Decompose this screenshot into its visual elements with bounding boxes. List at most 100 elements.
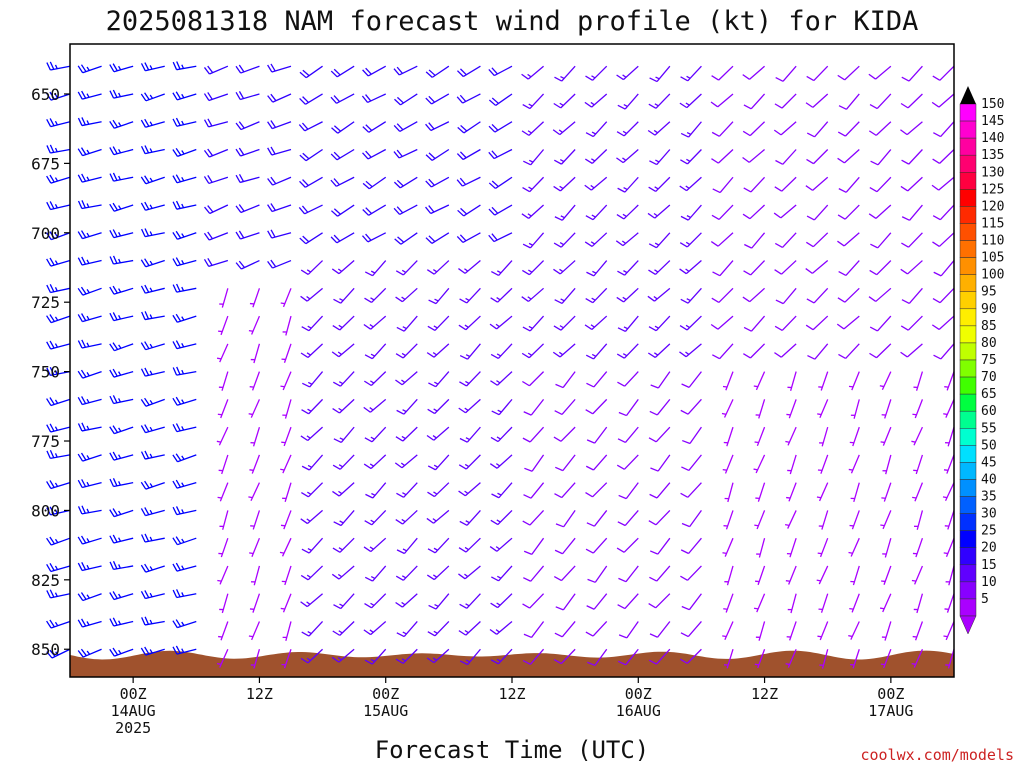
wind-barb bbox=[364, 648, 387, 665]
wind-barb bbox=[742, 65, 765, 80]
wind-barb bbox=[913, 454, 924, 475]
wind-barb bbox=[681, 510, 702, 528]
wind-barb bbox=[617, 509, 639, 527]
wind-barb bbox=[267, 120, 292, 130]
wind-barb bbox=[299, 232, 323, 245]
wind-barb bbox=[109, 63, 134, 73]
wind-barb bbox=[522, 315, 545, 332]
wind-barb bbox=[46, 257, 71, 267]
wind-barb bbox=[786, 537, 797, 558]
wind-barb bbox=[818, 371, 829, 391]
wind-barb bbox=[553, 648, 576, 665]
wind-barb bbox=[456, 65, 481, 78]
wind-barb bbox=[393, 121, 418, 133]
x-tick-label: 00Z bbox=[625, 685, 652, 703]
colorbar-label: 60 bbox=[981, 404, 997, 419]
wind-barb bbox=[943, 454, 955, 474]
wind-barb bbox=[426, 260, 450, 275]
wind-barb bbox=[172, 479, 197, 489]
colorbar-swatch bbox=[959, 189, 977, 207]
wind-barb bbox=[805, 315, 829, 331]
wind-barb bbox=[553, 232, 576, 248]
wind-barb bbox=[806, 204, 829, 221]
wind-barb bbox=[140, 590, 165, 600]
wind-barb bbox=[77, 505, 102, 515]
wind-barb bbox=[109, 478, 134, 488]
wind-barb bbox=[617, 315, 639, 332]
wind-barb bbox=[489, 454, 513, 469]
wind-barb bbox=[109, 285, 134, 295]
wind-barb bbox=[300, 426, 324, 442]
wind-barb bbox=[649, 398, 671, 416]
wind-barb bbox=[943, 399, 955, 418]
wind-barb bbox=[46, 397, 71, 407]
wind-barb bbox=[77, 648, 102, 658]
wind-barb bbox=[721, 399, 734, 418]
wind-barb bbox=[650, 454, 671, 472]
wind-barb bbox=[879, 371, 892, 391]
wind-barb bbox=[933, 121, 955, 138]
wind-barb bbox=[77, 286, 102, 296]
wind-barb bbox=[881, 482, 892, 502]
wind-barb bbox=[46, 61, 71, 71]
wind-barb bbox=[850, 482, 860, 503]
wind-barb bbox=[427, 482, 450, 498]
wind-barb bbox=[109, 119, 134, 129]
wind-barb bbox=[395, 260, 418, 276]
wind-barb bbox=[361, 93, 386, 104]
wind-barb bbox=[282, 315, 292, 336]
wind-barb bbox=[521, 204, 545, 219]
wind-barb bbox=[775, 149, 797, 165]
colorbar-swatch bbox=[959, 376, 977, 395]
wind-barb bbox=[300, 593, 323, 608]
wind-barb bbox=[425, 65, 450, 78]
wind-barb bbox=[521, 287, 544, 302]
wind-barb bbox=[680, 482, 702, 498]
wind-barb bbox=[585, 482, 608, 498]
wind-barb bbox=[46, 231, 71, 241]
wind-barb bbox=[488, 148, 513, 160]
wind-barb bbox=[774, 176, 797, 192]
wind-barb bbox=[300, 648, 324, 664]
wind-barb bbox=[172, 313, 197, 323]
wind-barb bbox=[805, 232, 829, 248]
wind-barb bbox=[490, 287, 513, 303]
wind-barb bbox=[881, 399, 892, 419]
wind-barb bbox=[680, 121, 702, 138]
wind-barb bbox=[722, 621, 734, 641]
wind-barb bbox=[681, 593, 702, 611]
wind-barb bbox=[216, 343, 229, 363]
wind-barb bbox=[554, 482, 576, 499]
wind-barb bbox=[77, 117, 102, 127]
credit-text[interactable]: coolwx.com/models bbox=[860, 746, 1014, 764]
wind-barb bbox=[363, 398, 387, 413]
wind-barb bbox=[77, 592, 102, 602]
wind-barb bbox=[710, 93, 734, 108]
wind-barb bbox=[330, 176, 355, 187]
wind-barb bbox=[282, 399, 292, 419]
wind-barb bbox=[426, 565, 450, 581]
wind-barb bbox=[587, 565, 608, 583]
colorbar-swatch bbox=[959, 257, 977, 275]
wind-barb bbox=[710, 232, 734, 247]
colorbar-label: 140 bbox=[981, 131, 1004, 146]
wind-barb bbox=[459, 287, 481, 304]
wind-barb bbox=[109, 146, 134, 156]
wind-barb bbox=[425, 232, 450, 244]
wind-barb bbox=[172, 645, 197, 655]
wind-barb bbox=[235, 230, 260, 240]
wind-barb bbox=[46, 648, 71, 659]
wind-barb bbox=[743, 260, 766, 276]
wind-barb bbox=[931, 315, 955, 331]
wind-barb bbox=[77, 562, 102, 572]
wind-barb bbox=[943, 537, 955, 557]
wind-barb bbox=[882, 454, 892, 475]
wind-barb bbox=[912, 482, 924, 502]
wind-barb bbox=[787, 454, 797, 475]
wind-barb bbox=[395, 648, 418, 664]
wind-barb bbox=[457, 204, 481, 217]
wind-barb bbox=[363, 620, 387, 636]
wind-barb bbox=[553, 315, 576, 331]
colorbar: 1501451401351301251201151101051009590858… bbox=[959, 86, 1004, 635]
wind-barb bbox=[267, 63, 292, 73]
